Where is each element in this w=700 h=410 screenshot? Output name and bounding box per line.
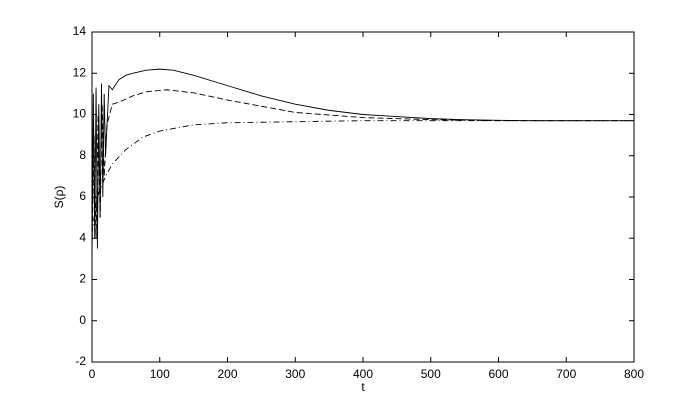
x-tick-label: 100 bbox=[150, 367, 170, 381]
x-tick-label: 400 bbox=[353, 367, 373, 381]
series-line bbox=[91, 120, 634, 235]
plot-frame bbox=[91, 31, 635, 363]
x-tick-label: 500 bbox=[421, 367, 441, 381]
y-tick-label: 14 bbox=[73, 24, 87, 38]
x-tick-label: 200 bbox=[217, 367, 237, 381]
y-tick-label: -2 bbox=[75, 354, 86, 368]
y-tick-label: 8 bbox=[79, 148, 86, 162]
y-tick-label: 12 bbox=[73, 65, 87, 79]
series-line bbox=[91, 89, 634, 249]
x-tick-label: 0 bbox=[89, 367, 96, 381]
y-tick-label: 2 bbox=[79, 272, 86, 286]
x-tick-label: 600 bbox=[488, 367, 508, 381]
y-tick-label: 4 bbox=[79, 230, 86, 244]
x-axis-label: t bbox=[361, 380, 365, 394]
series-line bbox=[91, 68, 634, 259]
y-tick-label: 6 bbox=[79, 189, 86, 203]
y-axis-label: S(ρ) bbox=[52, 186, 66, 209]
y-tick-label: 0 bbox=[79, 313, 86, 327]
x-tick-label: 800 bbox=[624, 367, 644, 381]
y-tick-label: 10 bbox=[73, 107, 87, 121]
x-tick-label: 300 bbox=[285, 367, 305, 381]
x-tick-label: 700 bbox=[556, 367, 576, 381]
